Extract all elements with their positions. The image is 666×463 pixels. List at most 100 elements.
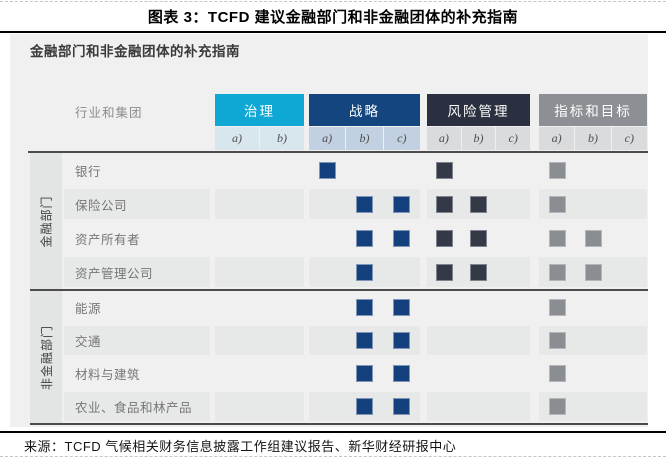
- matrix-cell: [575, 326, 611, 355]
- matrix-cell: [346, 392, 383, 421]
- matrix-cell: [539, 223, 575, 253]
- matrix-row: 保险公司: [10, 187, 648, 221]
- matrix-cell: [383, 189, 420, 219]
- marker-strip: [427, 326, 530, 355]
- marker-strip: [309, 326, 420, 355]
- matrix-row: 资产所有者: [10, 221, 648, 255]
- marker-square: [549, 299, 566, 316]
- marker-square: [549, 332, 566, 349]
- sub-columns-strategy: a)b)c): [309, 127, 420, 150]
- matrix-cell: [346, 326, 383, 355]
- matrix-cell: [461, 392, 495, 421]
- matrix-cell: [309, 257, 346, 287]
- marker-strip: [309, 359, 420, 388]
- marker-square: [393, 398, 410, 415]
- sub-column-label: c): [612, 127, 647, 150]
- marker-strip: [539, 155, 647, 185]
- matrix-cell: [427, 189, 461, 219]
- matrix-cell: [215, 257, 260, 287]
- matrix-cell: [461, 293, 495, 322]
- matrix-cell: [215, 223, 260, 253]
- marker-square: [393, 332, 410, 349]
- matrix-cell: [539, 257, 575, 287]
- matrix-row: 资产管理公司: [10, 255, 648, 289]
- matrix-cell: [539, 359, 575, 388]
- marker-strip: [215, 359, 304, 388]
- marker-square: [393, 365, 410, 382]
- marker-square: [356, 196, 373, 213]
- row-label: 交通: [75, 324, 101, 357]
- matrix-cell: [383, 359, 420, 388]
- matrix-cell: [427, 155, 461, 185]
- matrix-cell: [346, 223, 383, 253]
- matrix-cell: [215, 155, 260, 185]
- sub-columns-risk-management: a)b)c): [427, 127, 530, 150]
- matrix-cell: [260, 326, 305, 355]
- matrix-cell: [575, 257, 611, 287]
- matrix-cell: [539, 293, 575, 322]
- marker-square: [393, 299, 410, 316]
- page-title: 图表 3：TCFD 建议金融部门和非金融团体的补充指南: [0, 7, 666, 29]
- matrix-cell: [611, 155, 647, 185]
- sub-column-label: a): [539, 127, 574, 150]
- matrix-cell: [496, 293, 530, 322]
- matrix-cell: [346, 293, 383, 322]
- sub-column-label: a): [309, 127, 345, 150]
- marker-square: [356, 332, 373, 349]
- row-axis-label: 行业和集团: [75, 102, 143, 121]
- body-bottom-rule: [30, 423, 648, 425]
- matrix-row: 材料与建筑: [10, 357, 648, 390]
- matrix-cell: [461, 189, 495, 219]
- matrix-cell: [575, 392, 611, 421]
- matrix-cell: [575, 359, 611, 388]
- sub-column-label: a): [427, 127, 461, 150]
- marker-strip: [215, 257, 304, 287]
- sub-column-label: a): [215, 127, 259, 150]
- marker-square: [549, 365, 566, 382]
- matrix-cell: [611, 189, 647, 219]
- marker-strip: [215, 223, 304, 253]
- marker-strip: [539, 392, 647, 421]
- marker-strip: [539, 223, 647, 253]
- marker-strip: [539, 293, 647, 322]
- matrix-cell: [539, 189, 575, 219]
- matrix-cell: [461, 359, 495, 388]
- marker-strip: [427, 257, 530, 287]
- sub-column-label: c): [496, 127, 530, 150]
- marker-square: [356, 230, 373, 247]
- footer-divider: [0, 431, 666, 433]
- row-label: 银行: [75, 153, 101, 187]
- marker-strip: [309, 257, 420, 287]
- matrix-cell: [309, 293, 346, 322]
- matrix-cell: [575, 223, 611, 253]
- marker-square: [436, 196, 453, 213]
- matrix-cell: [215, 293, 260, 322]
- section-label-text: 非金融部门: [38, 324, 55, 389]
- marker-strip: [427, 293, 530, 322]
- marker-square: [436, 162, 453, 179]
- matrix-cell: [383, 392, 420, 421]
- matrix-cell: [309, 326, 346, 355]
- matrix-cell: [383, 257, 420, 287]
- group-header-strategy: 战略: [309, 94, 420, 126]
- row-label: 能源: [75, 291, 101, 324]
- row-label: 农业、食品和林产品: [75, 390, 192, 423]
- matrix-cell: [346, 189, 383, 219]
- matrix-cell: [496, 326, 530, 355]
- marker-strip: [539, 359, 647, 388]
- matrix-cell: [260, 359, 305, 388]
- matrix-cell: [309, 223, 346, 253]
- matrix-cell: [215, 359, 260, 388]
- marker-strip: [309, 392, 420, 421]
- matrix-cell: [427, 223, 461, 253]
- source-note: 来源：TCFD 气候相关财务信息披露工作组建议报告、新华财经研报中心: [24, 436, 456, 455]
- matrix-cell: [346, 155, 383, 185]
- marker-square: [585, 264, 602, 281]
- marker-strip: [427, 189, 530, 219]
- matrix-row: 交通: [10, 324, 648, 357]
- marker-strip: [309, 223, 420, 253]
- matrix-row: 能源: [10, 291, 648, 324]
- section-label-text: 金融部门: [38, 195, 55, 247]
- matrix-cell: [496, 359, 530, 388]
- group-header-governance: 治理: [215, 94, 304, 126]
